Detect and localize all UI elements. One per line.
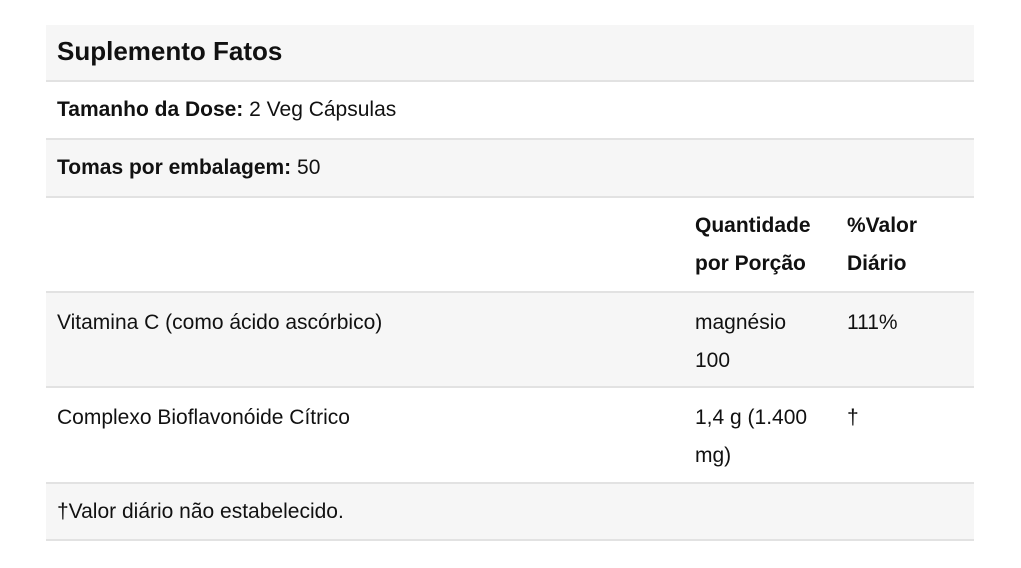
daily-value-header: %Valor Diário <box>847 214 918 275</box>
footnote: †Valor diário não estabelecido. <box>57 500 344 523</box>
title-row: Suplemento Fatos <box>46 25 974 82</box>
ingredient-daily-value: 111% <box>847 311 898 334</box>
serving-size-value: 2 Veg Cápsulas <box>249 98 397 121</box>
servings-value: 50 <box>297 156 321 179</box>
table-row: Vitamina C (como ácido ascórbico) magnés… <box>46 293 974 388</box>
serving-size-label: Tamanho da Dose: <box>57 98 244 121</box>
servings-label: Tomas por embalagem: <box>57 156 292 179</box>
ingredient-name: Complexo Bioflavonóide Cítrico <box>57 406 350 429</box>
header-row: Quantidade por Porção %Valor Diário <box>46 198 974 293</box>
table-row: Complexo Bioflavonóide Cítrico 1,4 g (1.… <box>46 388 974 484</box>
servings-row: Tomas por embalagem: 50 <box>46 140 974 198</box>
serving-size-row: Tamanho da Dose: 2 Veg Cápsulas <box>46 82 974 140</box>
ingredient-daily-value: † <box>847 406 859 429</box>
ingredient-name: Vitamina C (como ácido ascórbico) <box>57 311 383 334</box>
amount-header: Quantidade por Porção <box>695 214 811 275</box>
ingredient-amount: magnésio 100 <box>695 311 787 372</box>
ingredient-amount: 1,4 g (1.400 mg) <box>695 406 808 467</box>
supplement-facts-table: Suplemento Fatos Tamanho da Dose: 2 Veg … <box>46 25 974 541</box>
footnote-row: †Valor diário não estabelecido. <box>46 484 974 541</box>
table-title: Suplemento Fatos <box>57 36 283 66</box>
